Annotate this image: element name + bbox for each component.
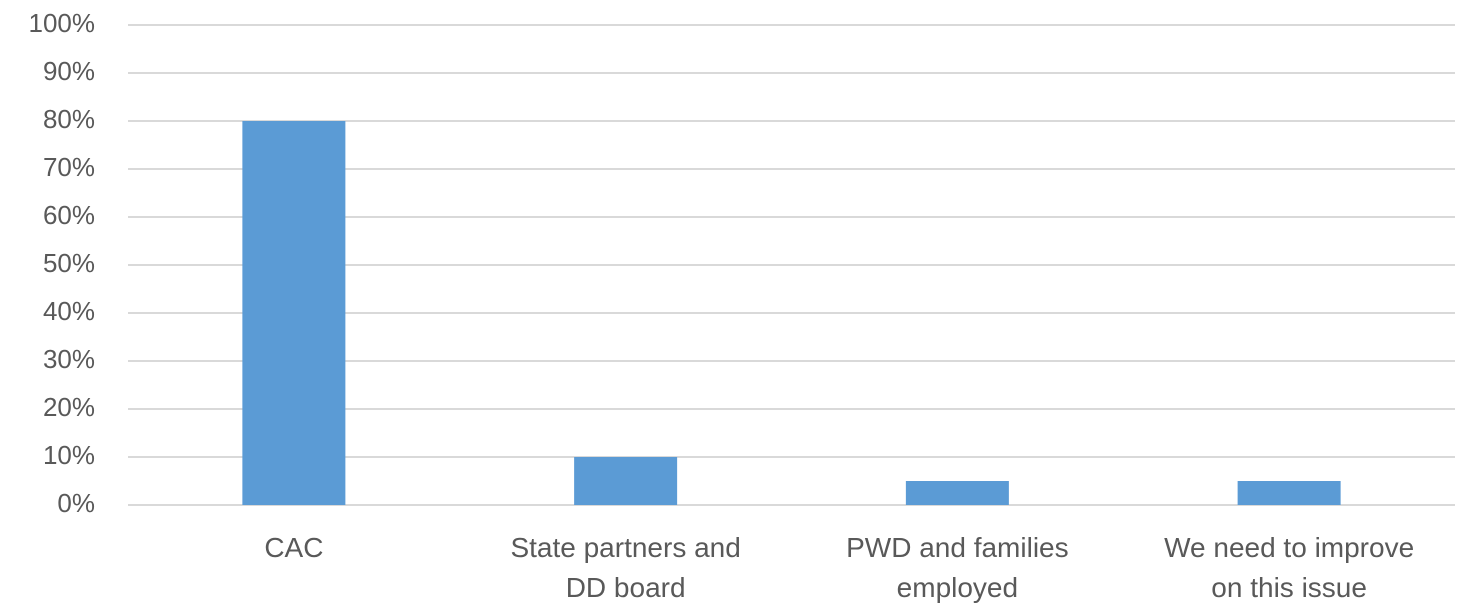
y-tick-label: 10% [43,440,95,470]
x-tick-label-line: State partners and [510,532,740,563]
bar [1237,481,1341,505]
y-tick-label: 30% [43,344,95,374]
y-tick-label: 20% [43,392,95,422]
x-tick-label: We need to improve on this issue [1164,532,1414,603]
x-tick-label-line: We need to improve [1164,532,1414,563]
y-tick-label: 70% [43,152,95,182]
y-tick-label: 0% [57,488,95,518]
y-tick-label: 80% [43,104,95,134]
x-tick-label-line: PWD and families [846,532,1069,563]
x-tick-label: CAC [264,532,323,563]
y-tick-label: 40% [43,296,95,326]
y-tick-label: 90% [43,56,95,86]
bar [905,481,1009,505]
x-tick-label-line: employed [897,572,1018,603]
x-tick-label: PWD and families employed [846,532,1069,603]
x-tick-label: State partners and DD board [510,532,740,603]
bar [242,121,346,505]
x-tick-label-line: on this issue [1211,572,1367,603]
y-tick-label: 60% [43,200,95,230]
x-tick-label-line: DD board [566,572,686,603]
y-tick-label: 100% [29,8,96,38]
bar [574,457,678,505]
x-tick-label-line: CAC [264,532,323,563]
y-tick-label: 50% [43,248,95,278]
